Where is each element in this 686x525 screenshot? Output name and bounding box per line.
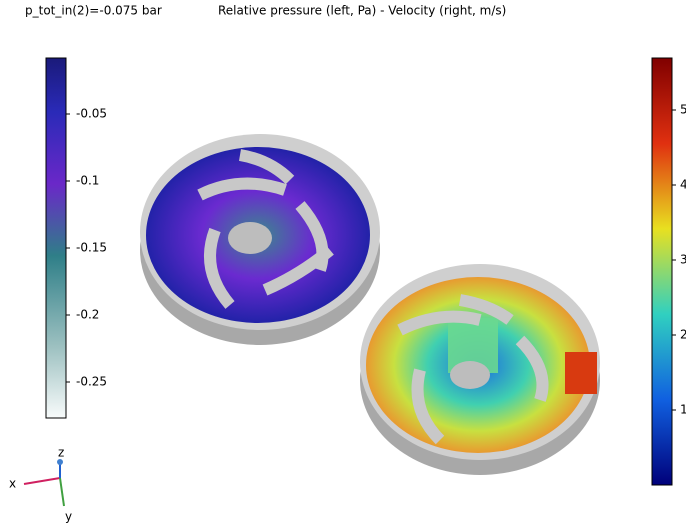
left-colorbar <box>46 58 66 418</box>
right-colorbar <box>652 58 672 485</box>
tick-label: 2 <box>680 328 686 342</box>
header-title: Relative pressure (left, Pa) - Velocity … <box>218 4 506 18</box>
tick-label: 5 <box>680 103 686 117</box>
axis-z-label: z <box>58 446 64 460</box>
tick-label: -0.15 <box>76 241 107 255</box>
axis-x-label: x <box>9 477 16 491</box>
tick-label: -0.2 <box>76 308 99 322</box>
tick-label: 3 <box>680 253 686 267</box>
tick-label: -0.05 <box>76 107 107 121</box>
right-impeller <box>360 264 600 475</box>
left-impeller <box>140 134 380 345</box>
header-left: p_tot_in(2)=-0.075 bar <box>25 4 162 18</box>
tick-label: 4 <box>680 178 686 192</box>
tick-label: -0.25 <box>76 375 107 389</box>
plot: p_tot_in(2)=-0.075 bar Relative pressure… <box>0 0 686 525</box>
tick-label: 1 <box>680 403 686 417</box>
axis-triad: x y z <box>9 446 72 524</box>
page: p_tot_in(2)=-0.075 bar Relative pressure… <box>0 0 686 525</box>
tick-label: -0.1 <box>76 174 99 188</box>
axis-y-label: y <box>65 510 72 524</box>
